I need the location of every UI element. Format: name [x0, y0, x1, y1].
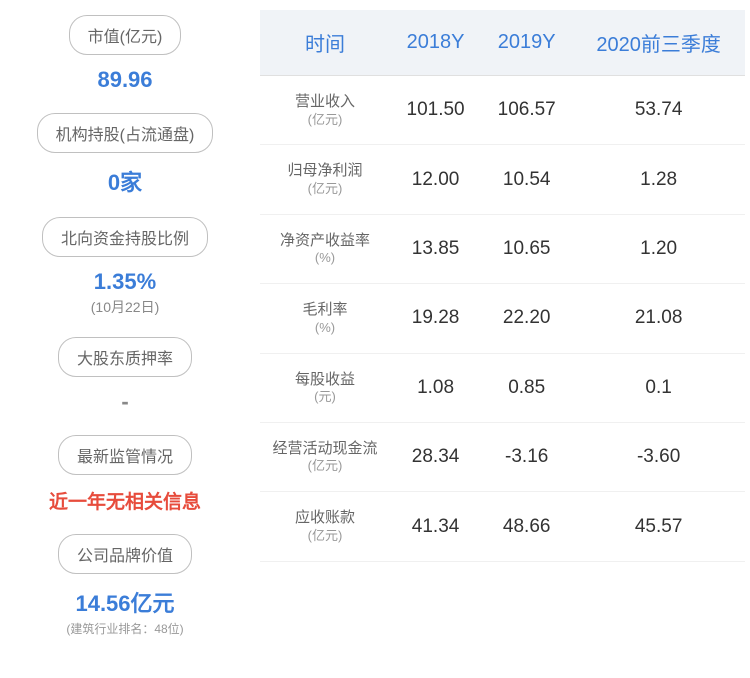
cell: 1.28	[572, 145, 745, 214]
metric-value-pledge: -	[121, 389, 128, 415]
table-row: 毛利率 (%) 19.28 22.20 21.08	[260, 284, 745, 353]
table-row: 经营活动现金流 (亿元) 28.34 -3.16 -3.60	[260, 422, 745, 491]
cell: -3.60	[572, 422, 745, 491]
metric-label-northbound: 北向资金持股比例	[42, 217, 208, 257]
metric-value-institution: 0家	[108, 165, 142, 197]
metric-sub-northbound: (10月22日)	[91, 297, 159, 317]
cell: 10.65	[481, 214, 572, 283]
table-header-row: 时间 2018Y 2019Y 2020前三季度	[260, 10, 745, 76]
cell: 19.28	[390, 284, 481, 353]
row-label: 归母净利润 (亿元)	[260, 145, 390, 214]
metric-value-market-cap: 89.96	[97, 67, 152, 93]
metric-label-pledge: 大股东质押率	[58, 337, 192, 377]
metric-label-regulation: 最新监管情况	[58, 435, 192, 475]
left-metrics-panel: 市值(亿元) 89.96 机构持股(占流通盘) 0家 北向资金持股比例 1.35…	[5, 10, 245, 668]
metric-label-brand: 公司品牌价值	[58, 534, 192, 574]
metric-value-northbound: 1.35%	[94, 269, 156, 295]
cell: 53.74	[572, 76, 745, 145]
table-row: 营业收入 (亿元) 101.50 106.57 53.74	[260, 76, 745, 145]
header-2019: 2019Y	[481, 10, 572, 76]
table-row: 净资产收益率 (%) 13.85 10.65 1.20	[260, 214, 745, 283]
cell: 106.57	[481, 76, 572, 145]
right-table-panel: 时间 2018Y 2019Y 2020前三季度 营业收入 (亿元) 101.50…	[245, 10, 745, 668]
cell: 0.1	[572, 353, 745, 422]
cell: 10.54	[481, 145, 572, 214]
cell: 22.20	[481, 284, 572, 353]
header-2018: 2018Y	[390, 10, 481, 76]
row-label: 营业收入 (亿元)	[260, 76, 390, 145]
metric-value-brand: 14.56亿元	[75, 586, 174, 618]
row-label: 每股收益 (元)	[260, 353, 390, 422]
cell: 13.85	[390, 214, 481, 283]
header-time: 时间	[260, 10, 390, 76]
table-body: 营业收入 (亿元) 101.50 106.57 53.74 归母净利润 (亿元)…	[260, 76, 745, 562]
cell: 41.34	[390, 492, 481, 561]
table-row: 每股收益 (元) 1.08 0.85 0.1	[260, 353, 745, 422]
metric-label-institution: 机构持股(占流通盘)	[37, 113, 214, 153]
metric-value-regulation: 近一年无相关信息	[49, 487, 201, 514]
table-row: 归母净利润 (亿元) 12.00 10.54 1.28	[260, 145, 745, 214]
table-row: 应收账款 (亿元) 41.34 48.66 45.57	[260, 492, 745, 561]
row-label: 毛利率 (%)	[260, 284, 390, 353]
row-label: 经营活动现金流 (亿元)	[260, 422, 390, 491]
header-2020q3: 2020前三季度	[572, 10, 745, 76]
cell: -3.16	[481, 422, 572, 491]
row-label: 净资产收益率 (%)	[260, 214, 390, 283]
cell: 12.00	[390, 145, 481, 214]
row-label: 应收账款 (亿元)	[260, 492, 390, 561]
cell: 0.85	[481, 353, 572, 422]
metric-label-market-cap: 市值(亿元)	[69, 15, 182, 55]
cell: 48.66	[481, 492, 572, 561]
metric-sub-brand: (建筑行业排名：48位)	[66, 620, 183, 637]
cell: 28.34	[390, 422, 481, 491]
financial-table: 时间 2018Y 2019Y 2020前三季度 营业收入 (亿元) 101.50…	[260, 10, 745, 562]
cell: 45.57	[572, 492, 745, 561]
cell: 1.08	[390, 353, 481, 422]
cell: 21.08	[572, 284, 745, 353]
cell: 1.20	[572, 214, 745, 283]
cell: 101.50	[390, 76, 481, 145]
